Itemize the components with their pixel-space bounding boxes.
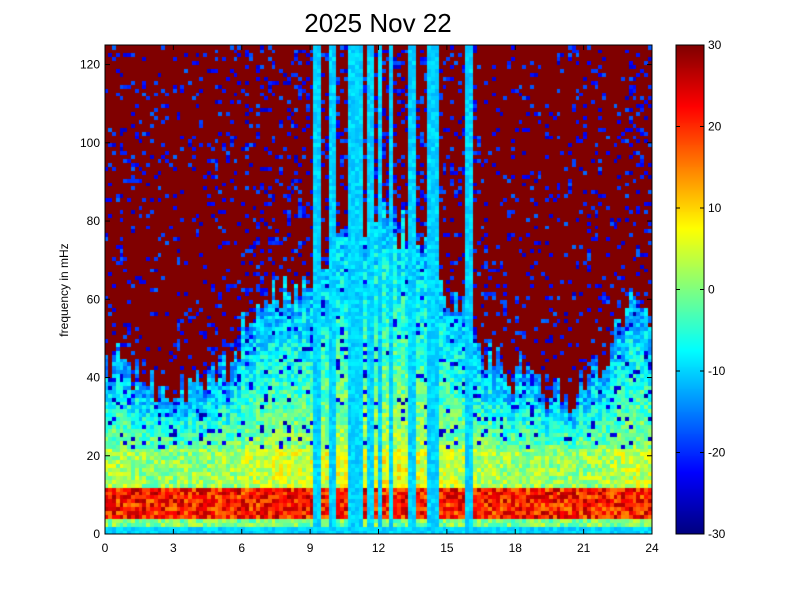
x-tick-label: 21 xyxy=(577,541,591,555)
y-tick-label: 60 xyxy=(87,292,101,306)
colorbar-tick-label: -30 xyxy=(708,527,726,541)
y-tick-label: 100 xyxy=(80,136,100,150)
spectrogram-heatmap xyxy=(105,45,652,534)
colorbar-tick-label: 10 xyxy=(708,201,722,215)
y-tick-label: 40 xyxy=(87,371,101,385)
x-tick-label: 24 xyxy=(645,541,659,555)
x-tick-label: 3 xyxy=(170,541,177,555)
colorbar-tick-label: 0 xyxy=(708,283,715,297)
chart-title: 2025 Nov 22 xyxy=(304,8,451,38)
colorbar-axis: 30 20 10 0 -10 -20 -30 xyxy=(676,38,726,541)
x-tick-label: 18 xyxy=(509,541,523,555)
y-axis: 0 20 40 60 80 100 120 xyxy=(80,58,652,541)
colorbar-tick-label: -20 xyxy=(708,446,726,460)
x-tick-label: 0 xyxy=(102,541,109,555)
y-axis-label: frequency in mHz xyxy=(57,243,71,336)
x-tick-label: 6 xyxy=(238,541,245,555)
y-tick-label: 80 xyxy=(87,214,101,228)
y-tick-label: 0 xyxy=(93,527,100,541)
y-tick-label: 20 xyxy=(87,449,101,463)
x-tick-label: 9 xyxy=(307,541,314,555)
x-tick-label: 12 xyxy=(372,541,386,555)
y-tick-label: 120 xyxy=(80,58,100,72)
colorbar-tick-label: 20 xyxy=(708,120,722,134)
colorbar-tick-label: 30 xyxy=(708,38,722,52)
x-tick-label: 15 xyxy=(440,541,454,555)
x-axis: 0 3 6 9 12 15 18 21 24 xyxy=(102,45,659,555)
colorbar-tick-label: -10 xyxy=(708,364,726,378)
colorbar xyxy=(676,45,704,534)
